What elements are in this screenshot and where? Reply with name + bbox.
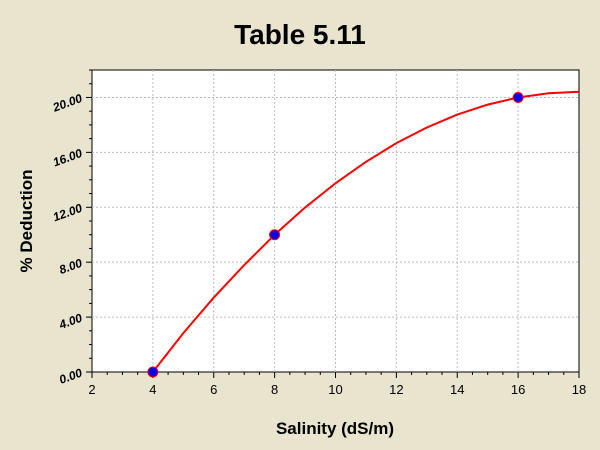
series-layer <box>147 90 580 378</box>
x-axis-ticks: 2 4 6 8 10 12 14 16 18 <box>88 372 586 397</box>
y-tick-label: 20.00 <box>50 91 84 115</box>
grid-lines <box>92 70 579 372</box>
y-tick-label: 16.00 <box>51 146 84 170</box>
x-tick-label: 8 <box>271 382 278 397</box>
y-tick-label: 8.00 <box>57 256 84 277</box>
x-tick-label: 14 <box>450 382 464 397</box>
y-axis-label: % Deduction <box>17 170 36 273</box>
fit-curve-line <box>152 90 580 373</box>
x-tick-label: 6 <box>210 382 217 397</box>
data-point <box>512 91 524 103</box>
x-tick-label: 10 <box>328 382 342 397</box>
y-axis-ticks: 0.00 4.00 8.00 12.00 16.00 20.00 <box>50 91 92 387</box>
y-tick-label: 4.00 <box>56 311 84 333</box>
plot-area <box>91 69 580 373</box>
x-tick-label: 18 <box>572 382 586 397</box>
data-point <box>147 366 159 378</box>
minor-ticks <box>89 69 565 375</box>
y-tick-label: 0.00 <box>57 366 84 387</box>
x-tick-label: 16 <box>511 382 525 397</box>
chart-title: Table 5.11 <box>234 19 366 50</box>
x-tick-label: 4 <box>149 382 156 397</box>
x-tick-label: 2 <box>88 382 95 397</box>
data-point <box>269 229 281 241</box>
y-tick-label: 12.00 <box>51 201 84 225</box>
x-axis-label: Salinity (dS/m) <box>276 419 394 438</box>
x-tick-label: 12 <box>389 382 403 397</box>
